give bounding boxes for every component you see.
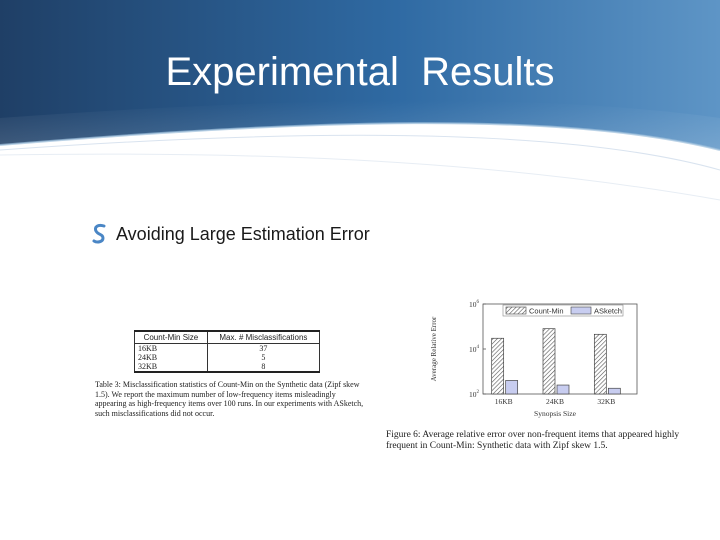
- table-header: Count-Min Size: [134, 330, 208, 344]
- x-tick-label: 32KB: [597, 397, 615, 406]
- misclassification-table: Count-Min Size Max. # Misclassifications…: [134, 330, 321, 373]
- x-axis-label: Synopsis Size: [534, 409, 577, 418]
- stylized-s-bullet-icon: [92, 223, 106, 244]
- y-tick-label: 104: [469, 345, 480, 354]
- bar-asketch: [607, 387, 621, 395]
- relative-error-chart: 102 104 106 Average Relative Error 16KB 24KB 3…: [425, 296, 640, 426]
- table-header: Max. # Misclassifications: [206, 330, 321, 344]
- table-cell: 32KB: [134, 362, 208, 373]
- y-tick-label: 106: [469, 300, 480, 309]
- bullet-item: Avoiding Large Estimation Error: [92, 223, 370, 245]
- bar-count-min: [491, 337, 505, 395]
- table-cell: 5: [206, 353, 321, 362]
- legend-swatch-asketch: [570, 306, 592, 315]
- legend-swatch-count-min: [505, 306, 527, 315]
- header-background: [0, 0, 720, 201]
- table-row: 32KB 8: [134, 362, 321, 373]
- legend-box: [502, 304, 624, 317]
- y-tick-label: 102: [469, 390, 480, 399]
- legend-label-asketch: ASketch: [594, 307, 622, 316]
- table-cell: 24KB: [134, 353, 208, 362]
- x-tick-label: 16KB: [495, 397, 513, 406]
- table-cell: 16KB: [134, 343, 208, 353]
- bar-asketch: [505, 380, 519, 395]
- bar-asketch: [556, 384, 570, 395]
- bar-count-min: [593, 333, 607, 395]
- table-cell: 37: [206, 343, 321, 353]
- table-row: 24KB 5: [134, 353, 321, 362]
- table-cell: 8: [206, 362, 321, 373]
- legend-label-count-min: Count-Min: [529, 307, 564, 316]
- bullet-text: Avoiding Large Estimation Error: [116, 223, 370, 244]
- slide-title: Experimental Results: [165, 50, 555, 94]
- bar-count-min: [542, 328, 556, 395]
- figure-caption: Figure 6: Average relative error over no…: [386, 430, 680, 451]
- x-tick-label: 24KB: [546, 397, 564, 406]
- chart-svg: 102 104 106 Average Relative Error 16KB 24KB 3…: [430, 300, 638, 418]
- y-axis-label: Average Relative Error: [430, 316, 438, 381]
- table-row: 16KB 37: [134, 343, 321, 353]
- table-caption: Table 3: Misclassification statistics of…: [95, 380, 364, 418]
